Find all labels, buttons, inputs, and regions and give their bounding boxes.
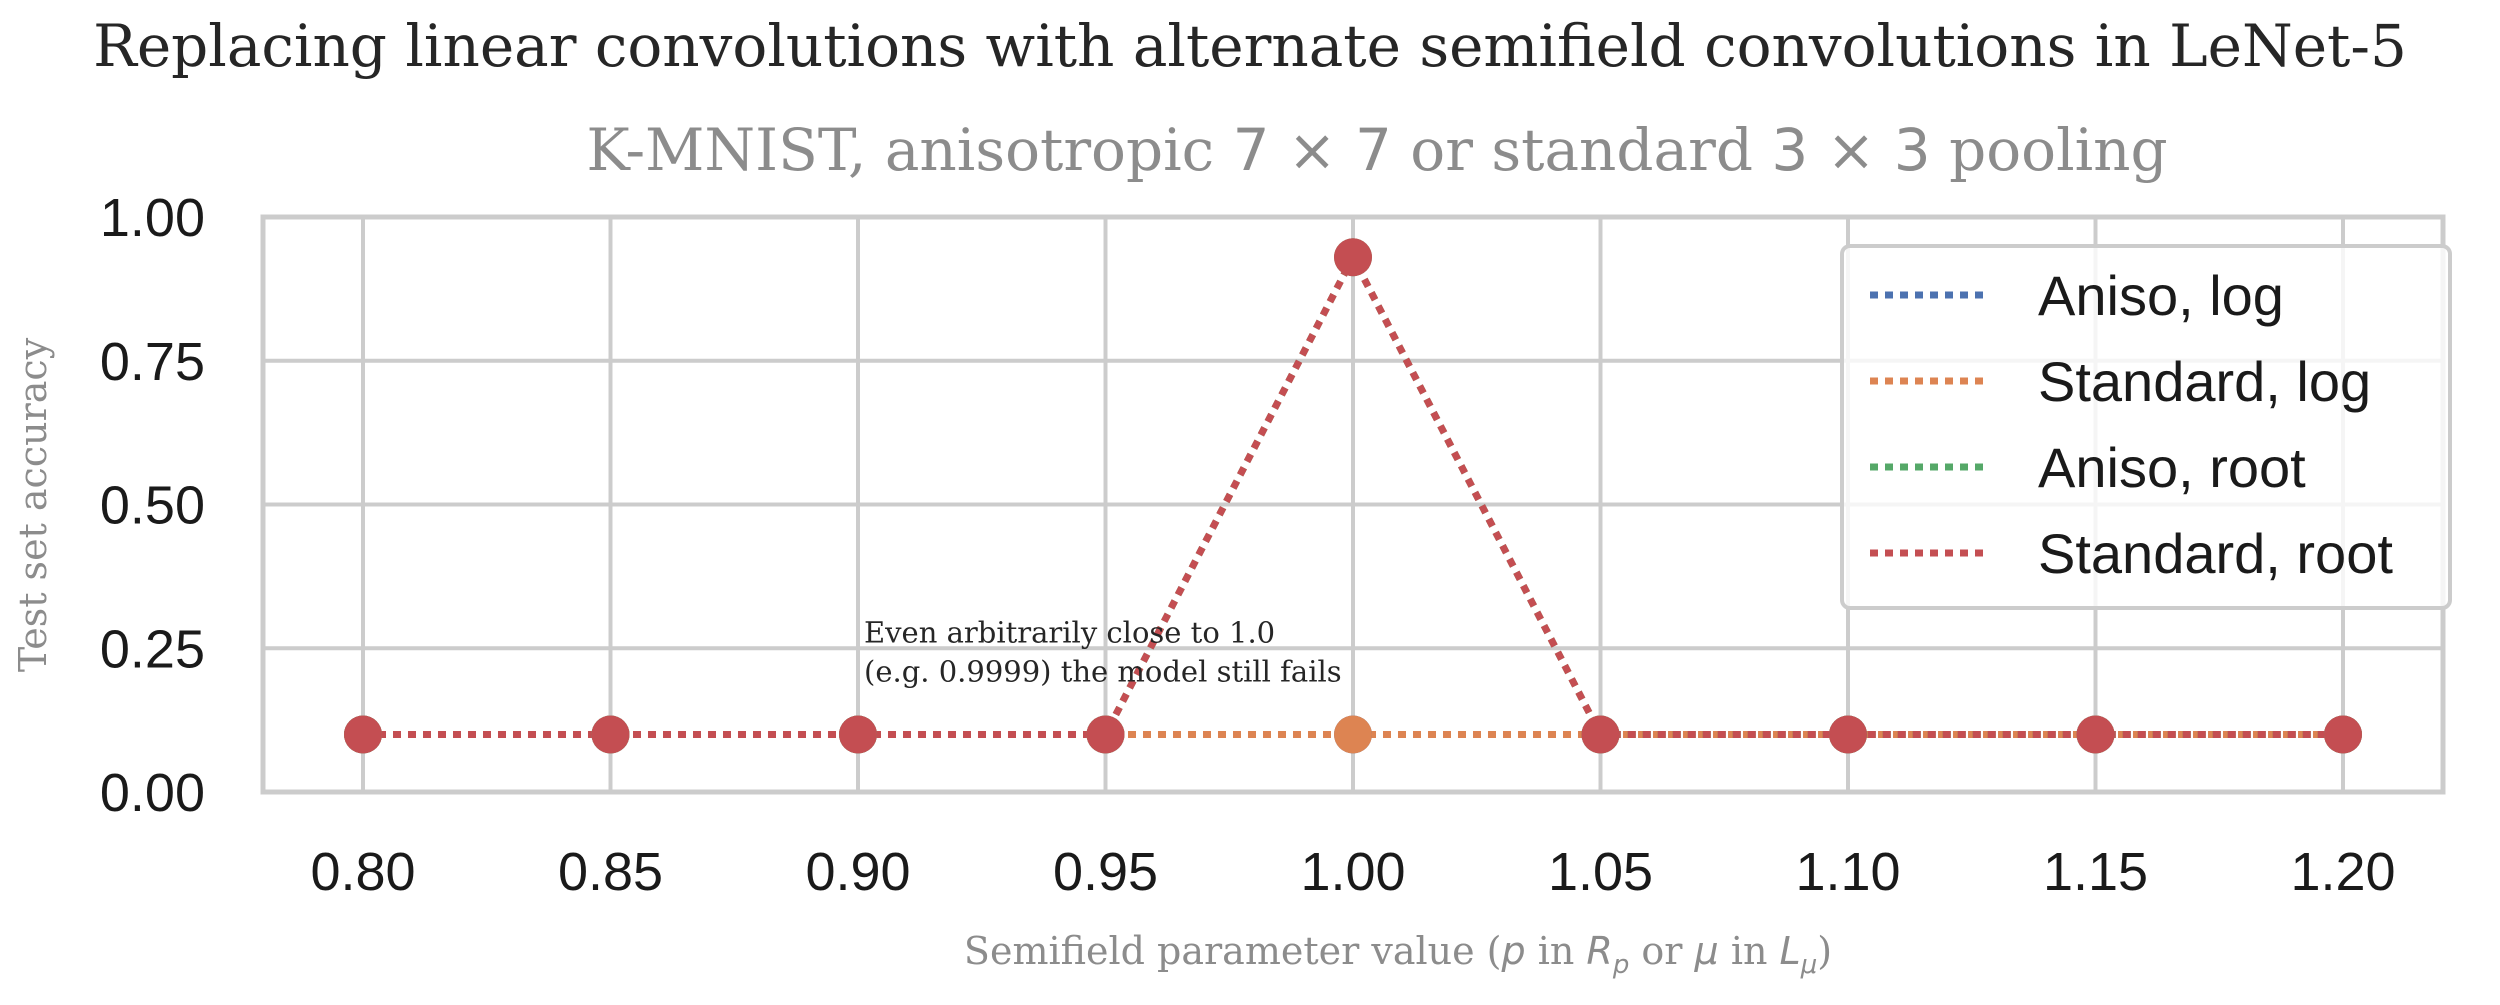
data-point bbox=[591, 715, 630, 754]
annotation: Even arbitrarily close to 1.0 (e.g. 0.99… bbox=[864, 615, 1342, 688]
chart-subtitle: K-MNIST, anisotropic 7 × 7 or standard 3… bbox=[586, 116, 2167, 184]
y-tick-label: 1.00 bbox=[100, 188, 205, 248]
data-point bbox=[839, 715, 877, 754]
x-tick-label: 0.95 bbox=[1053, 842, 1158, 902]
x-tick-label: 1.15 bbox=[2043, 842, 2148, 902]
x-tick-label: 0.85 bbox=[558, 842, 663, 902]
annotation-line-1: Even arbitrarily close to 1.0 bbox=[864, 615, 1275, 649]
data-point bbox=[1086, 715, 1125, 754]
legend-label: Aniso, log bbox=[2038, 264, 2284, 327]
tick-labels: 0.80 0.85 0.90 0.95 1.00 1.05 1.10 1.15 1.20 0.00… bbox=[100, 188, 2396, 902]
data-point bbox=[344, 715, 382, 754]
x-axis-label: Semifield parameter value (p in Rp or μ … bbox=[964, 929, 1832, 980]
legend-item: Aniso, log bbox=[1870, 264, 2284, 327]
data-point bbox=[1334, 238, 1372, 277]
x-tick-label: 1.10 bbox=[1795, 842, 1900, 902]
legend-label: Standard, root bbox=[2038, 522, 2393, 585]
x-tick-label: 1.00 bbox=[1300, 842, 1405, 902]
data-point bbox=[2324, 715, 2362, 754]
x-tick-label: 1.05 bbox=[1548, 842, 1653, 902]
data-point bbox=[2076, 715, 2115, 754]
data-point bbox=[1581, 715, 1620, 754]
legend-label: Aniso, root bbox=[2038, 436, 2306, 499]
series bbox=[344, 238, 2362, 754]
data-point bbox=[1334, 715, 1372, 754]
y-tick-label: 0.00 bbox=[100, 763, 205, 823]
legend-label: Standard, log bbox=[2038, 350, 2371, 413]
y-tick-label: 0.50 bbox=[100, 476, 205, 536]
legend-item: Standard, root bbox=[1870, 522, 2393, 585]
x-tick-label: 1.20 bbox=[2290, 842, 2395, 902]
y-tick-label: 0.75 bbox=[100, 332, 205, 392]
series-markers-3 bbox=[344, 238, 2362, 754]
legend-item: Standard, log bbox=[1870, 350, 2371, 413]
x-tick-label: 0.80 bbox=[310, 842, 415, 902]
y-tick-label: 0.25 bbox=[100, 619, 205, 679]
legend: Aniso, log Standard, log Aniso, root Standa… bbox=[1840, 244, 2452, 610]
data-point bbox=[1829, 715, 1867, 754]
y-axis-label: Test set accuracy bbox=[11, 337, 55, 672]
chart-title: Replacing linear convolutions with alter… bbox=[93, 12, 2407, 80]
legend-item: Aniso, root bbox=[1870, 436, 2306, 499]
legend-box bbox=[1840, 244, 2452, 610]
annotation-line-2: (e.g. 0.9999) the model still fails bbox=[864, 654, 1342, 688]
x-tick-label: 0.90 bbox=[805, 842, 910, 902]
